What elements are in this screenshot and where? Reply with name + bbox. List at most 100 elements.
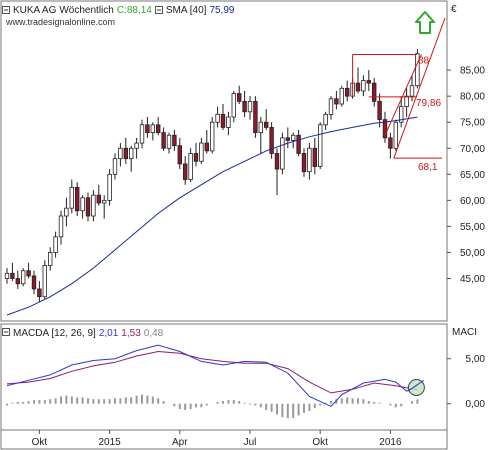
collapse-icon-sma[interactable] bbox=[154, 6, 163, 14]
sma-line bbox=[6, 116, 418, 316]
candle bbox=[377, 93, 382, 128]
source-url: www.tradesignalonline.com bbox=[6, 17, 116, 27]
candle bbox=[134, 137, 139, 159]
candle bbox=[172, 130, 177, 151]
candle bbox=[128, 145, 134, 172]
candle bbox=[150, 122, 155, 141]
candle bbox=[404, 88, 409, 117]
candle bbox=[177, 137, 182, 170]
candle bbox=[269, 122, 274, 159]
candle bbox=[334, 90, 339, 110]
candle bbox=[231, 90, 236, 123]
candle bbox=[58, 210, 64, 245]
candle bbox=[75, 182, 80, 216]
candle bbox=[290, 132, 296, 149]
chart-header: KUKA AG Wöchentlich C:88,14 SMA [40] 75,… bbox=[2, 4, 234, 16]
candle bbox=[263, 109, 269, 131]
candle bbox=[139, 119, 145, 149]
macd-y-tick-label: 5,00 bbox=[466, 354, 486, 365]
candle bbox=[53, 231, 58, 258]
candle bbox=[296, 130, 301, 157]
y-tick-label: 65,00 bbox=[460, 170, 485, 181]
collapse-icon[interactable] bbox=[2, 6, 10, 14]
macd-header: MACDA [12, 26, 9] 2,01 1,53 0,48 bbox=[2, 328, 163, 339]
candle bbox=[328, 96, 334, 120]
candle bbox=[274, 148, 280, 196]
candle bbox=[37, 281, 42, 302]
y-tick-label: 55,00 bbox=[460, 222, 485, 233]
symbol-name: KUKA AG bbox=[13, 4, 57, 16]
macd-value: 2,01 bbox=[98, 328, 119, 339]
candle bbox=[307, 143, 312, 180]
candle bbox=[366, 70, 371, 91]
candle bbox=[226, 111, 231, 136]
y-tick-label: 70,00 bbox=[460, 144, 485, 155]
candle bbox=[415, 49, 420, 89]
candle bbox=[388, 132, 393, 159]
candle bbox=[69, 179, 74, 214]
candle bbox=[123, 137, 128, 164]
macd-panel bbox=[0, 323, 448, 431]
candle bbox=[209, 117, 215, 154]
candle bbox=[64, 197, 69, 227]
candle bbox=[361, 75, 366, 97]
signal-value: 1,53 bbox=[121, 328, 141, 339]
x-tick-label: Apr bbox=[172, 437, 188, 448]
candle bbox=[220, 103, 226, 131]
candle bbox=[48, 247, 53, 271]
candle bbox=[280, 132, 285, 175]
trend-line-inner bbox=[384, 54, 422, 136]
x-tick-label: 2015 bbox=[98, 437, 121, 448]
up-arrow-icon bbox=[415, 11, 435, 34]
candle bbox=[112, 153, 118, 180]
y-tick-label: 80,00 bbox=[460, 92, 485, 103]
candle bbox=[317, 122, 323, 170]
signal-line bbox=[6, 350, 418, 394]
candle bbox=[398, 96, 404, 128]
candle bbox=[107, 169, 112, 206]
candle bbox=[161, 127, 166, 151]
y-tick-label: 45,00 bbox=[460, 274, 485, 285]
candle bbox=[102, 195, 107, 219]
x-tick-label: Okt bbox=[32, 437, 48, 448]
y-tick-label: 85,00 bbox=[460, 66, 485, 77]
sma-value: 75,99 bbox=[209, 4, 235, 16]
level-label: 79,86 bbox=[416, 98, 441, 109]
level-label: 68,1 bbox=[418, 162, 438, 173]
candle bbox=[96, 184, 101, 206]
candle bbox=[85, 192, 91, 222]
candle bbox=[91, 189, 96, 222]
candle bbox=[301, 148, 307, 177]
currency-label: € bbox=[451, 4, 457, 15]
candle bbox=[80, 195, 85, 219]
candle bbox=[258, 117, 263, 154]
candle bbox=[253, 96, 258, 138]
candle bbox=[118, 143, 123, 167]
candle bbox=[15, 270, 20, 289]
y-tick-label: 60,00 bbox=[460, 196, 485, 207]
candle bbox=[236, 85, 242, 104]
close-value: C:88,14 bbox=[116, 4, 152, 16]
candle bbox=[204, 130, 209, 154]
x-tick-label: Okt bbox=[312, 437, 328, 448]
collapse-icon-macd[interactable] bbox=[2, 328, 10, 339]
sma-label: SMA [40] bbox=[165, 4, 207, 16]
x-tick-label: Jul bbox=[244, 437, 257, 448]
crossover-marker bbox=[407, 379, 425, 396]
time-axis bbox=[0, 429, 448, 450]
candle bbox=[242, 90, 247, 117]
candle bbox=[199, 137, 204, 164]
candle bbox=[26, 262, 31, 279]
x-tick-label: 2016 bbox=[379, 437, 402, 448]
level-label: 88 bbox=[418, 55, 430, 66]
candle bbox=[339, 85, 344, 107]
crossover-macd-segment bbox=[407, 379, 425, 392]
macd-line bbox=[6, 344, 418, 408]
candle bbox=[382, 111, 388, 144]
candle bbox=[155, 117, 161, 136]
candle bbox=[371, 77, 377, 107]
candle bbox=[344, 80, 350, 102]
y-tick-label: 50,00 bbox=[460, 248, 485, 259]
candle bbox=[182, 156, 188, 185]
